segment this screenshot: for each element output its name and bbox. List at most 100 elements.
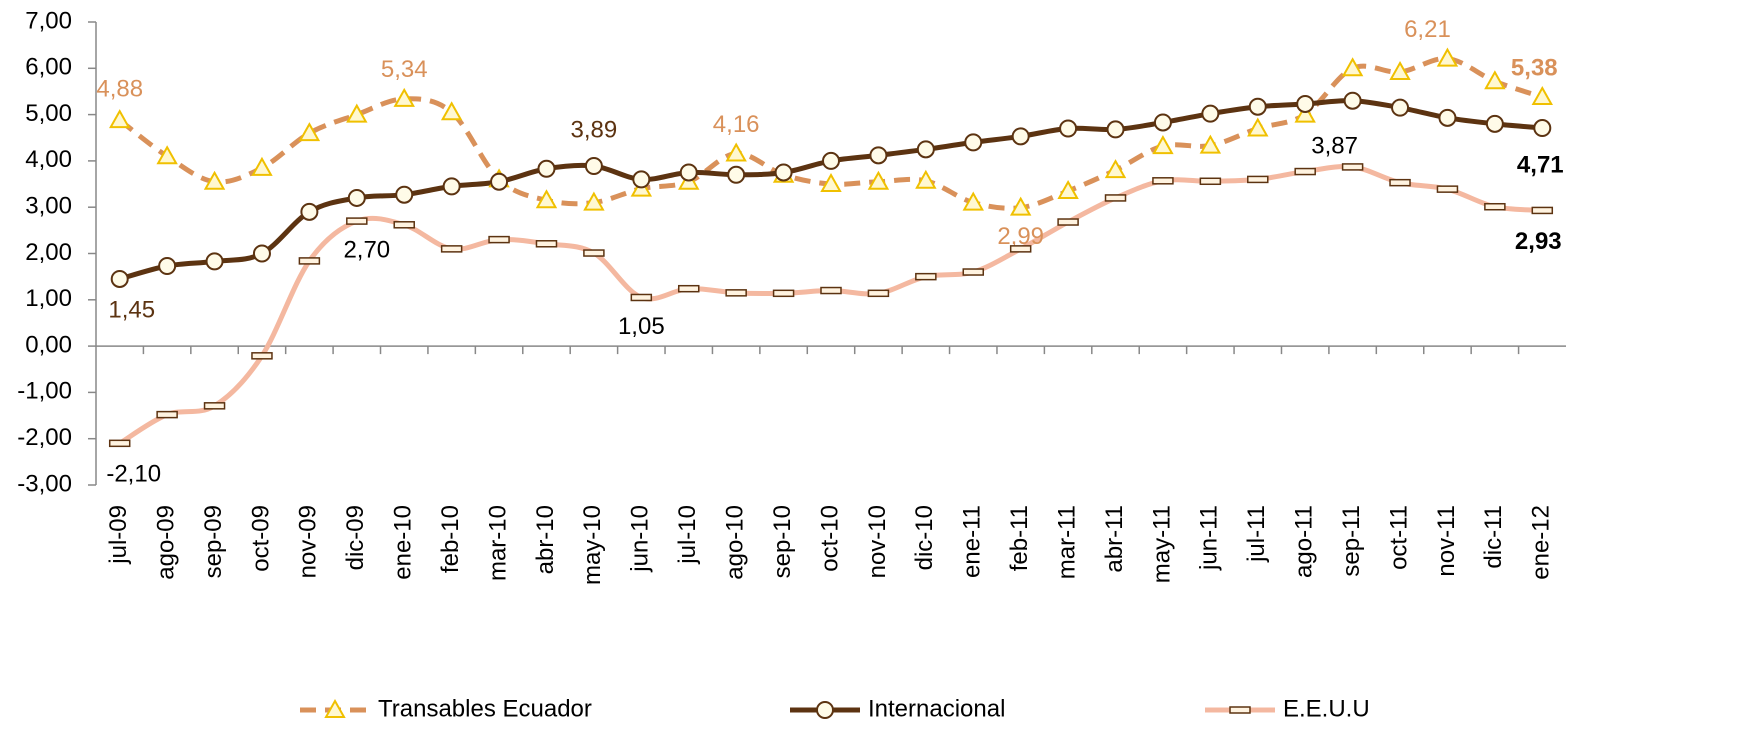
marker (535, 240, 558, 248)
legend-marker (1229, 706, 1251, 714)
marker (1294, 167, 1316, 176)
marker (1533, 119, 1552, 138)
data-label: 4,71 (1517, 151, 1564, 178)
marker (251, 352, 273, 360)
marker (1152, 135, 1174, 155)
y-tick-label: 3,00 (25, 193, 72, 220)
marker (1009, 196, 1032, 216)
marker (1247, 175, 1269, 184)
marker (1296, 94, 1315, 113)
marker (867, 289, 890, 298)
data-label: 6,21 (1404, 16, 1451, 43)
x-tick-label: nov-11 (1433, 505, 1460, 577)
x-tick-label: oct-11 (1385, 505, 1412, 570)
x-tick-label: mar-11 (1053, 505, 1080, 579)
x-tick-label: feb-10 (437, 505, 464, 573)
y-tick-label: -1,00 (17, 378, 72, 405)
x-tick-label: oct-10 (816, 505, 843, 572)
marker (1294, 103, 1316, 123)
marker (1391, 98, 1410, 117)
data-label: 4,16 (713, 111, 760, 138)
marker (962, 268, 985, 276)
marker (867, 170, 890, 190)
marker (727, 165, 746, 184)
marker (1438, 108, 1457, 127)
data-label: 1,45 (108, 296, 155, 323)
marker (300, 202, 319, 221)
x-tick-label: ene-11 (959, 505, 986, 578)
marker (677, 284, 700, 293)
marker (490, 172, 509, 191)
marker (1011, 127, 1030, 146)
marker (820, 173, 842, 193)
marker (205, 252, 224, 271)
marker (1531, 206, 1554, 215)
data-label: 3,87 (1311, 132, 1358, 159)
y-tick-label: 1,00 (25, 285, 72, 312)
marker (1059, 119, 1078, 138)
x-tick-label: may-11 (1148, 505, 1175, 583)
marker (393, 87, 415, 107)
marker (442, 177, 461, 196)
marker (440, 101, 463, 121)
marker (916, 140, 935, 159)
marker (108, 439, 131, 448)
legend-marker (324, 698, 346, 718)
marker (1009, 245, 1032, 253)
marker (584, 156, 603, 175)
marker (1248, 97, 1267, 116)
x-tick-label: jun-11 (1196, 505, 1223, 571)
marker (109, 109, 131, 129)
x-tick-label: mar-10 (484, 505, 511, 581)
marker (1199, 134, 1222, 154)
data-label: 2,93 (1515, 228, 1562, 255)
marker (630, 293, 653, 302)
marker (1484, 70, 1506, 90)
marker (725, 142, 747, 162)
y-tick-label: 7,00 (25, 7, 72, 34)
marker (1057, 179, 1079, 199)
x-tick-label: sep-10 (769, 505, 796, 578)
x-tick-label: dic-10 (911, 505, 938, 570)
marker (1389, 178, 1411, 187)
data-label: 5,34 (381, 56, 428, 83)
marker (156, 145, 178, 165)
marker (156, 410, 178, 419)
marker (298, 122, 321, 142)
x-tick-label: may-10 (579, 505, 606, 585)
x-tick-label: ago-11 (1291, 505, 1318, 578)
marker (346, 103, 368, 123)
marker (1484, 202, 1506, 211)
marker (632, 170, 651, 189)
marker (1247, 117, 1269, 137)
marker (251, 156, 273, 176)
marker (962, 191, 984, 211)
series-line (118, 164, 1543, 446)
marker (915, 272, 937, 281)
marker (1343, 91, 1362, 110)
legend-marker (816, 701, 834, 719)
x-tick-label: nov-09 (295, 505, 322, 578)
x-tick-label: abr-10 (532, 505, 559, 574)
marker (1436, 47, 1459, 67)
marker (679, 163, 698, 182)
x-tick-label: feb-11 (1006, 505, 1033, 571)
marker (203, 402, 226, 410)
marker (537, 159, 556, 178)
marker (1199, 177, 1222, 186)
x-tick-label: nov-10 (864, 505, 891, 578)
marker (915, 169, 937, 189)
marker (535, 189, 558, 209)
data-label: 5,38 (1511, 54, 1558, 81)
marker (488, 235, 510, 244)
x-tick-label: jul-10 (674, 505, 701, 565)
marker (583, 249, 605, 257)
x-tick-label: jul-09 (105, 505, 132, 565)
x-tick-label: ago-10 (722, 505, 749, 580)
y-tick-label: -3,00 (17, 470, 72, 497)
marker (1104, 194, 1127, 202)
data-label: 2,70 (343, 236, 390, 263)
legend-label: E.E.U.U (1283, 695, 1370, 722)
y-tick-label: 5,00 (25, 100, 72, 127)
